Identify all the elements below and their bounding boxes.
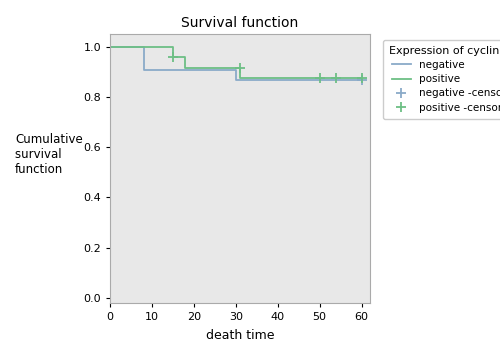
Title: Survival function: Survival function xyxy=(182,17,298,31)
Text: Cumulative
survival  
function: Cumulative survival function xyxy=(15,133,83,176)
X-axis label: death time: death time xyxy=(206,329,274,342)
Legend: negative, positive, negative -censoring, positive -censoring: negative, positive, negative -censoring,… xyxy=(383,40,500,119)
